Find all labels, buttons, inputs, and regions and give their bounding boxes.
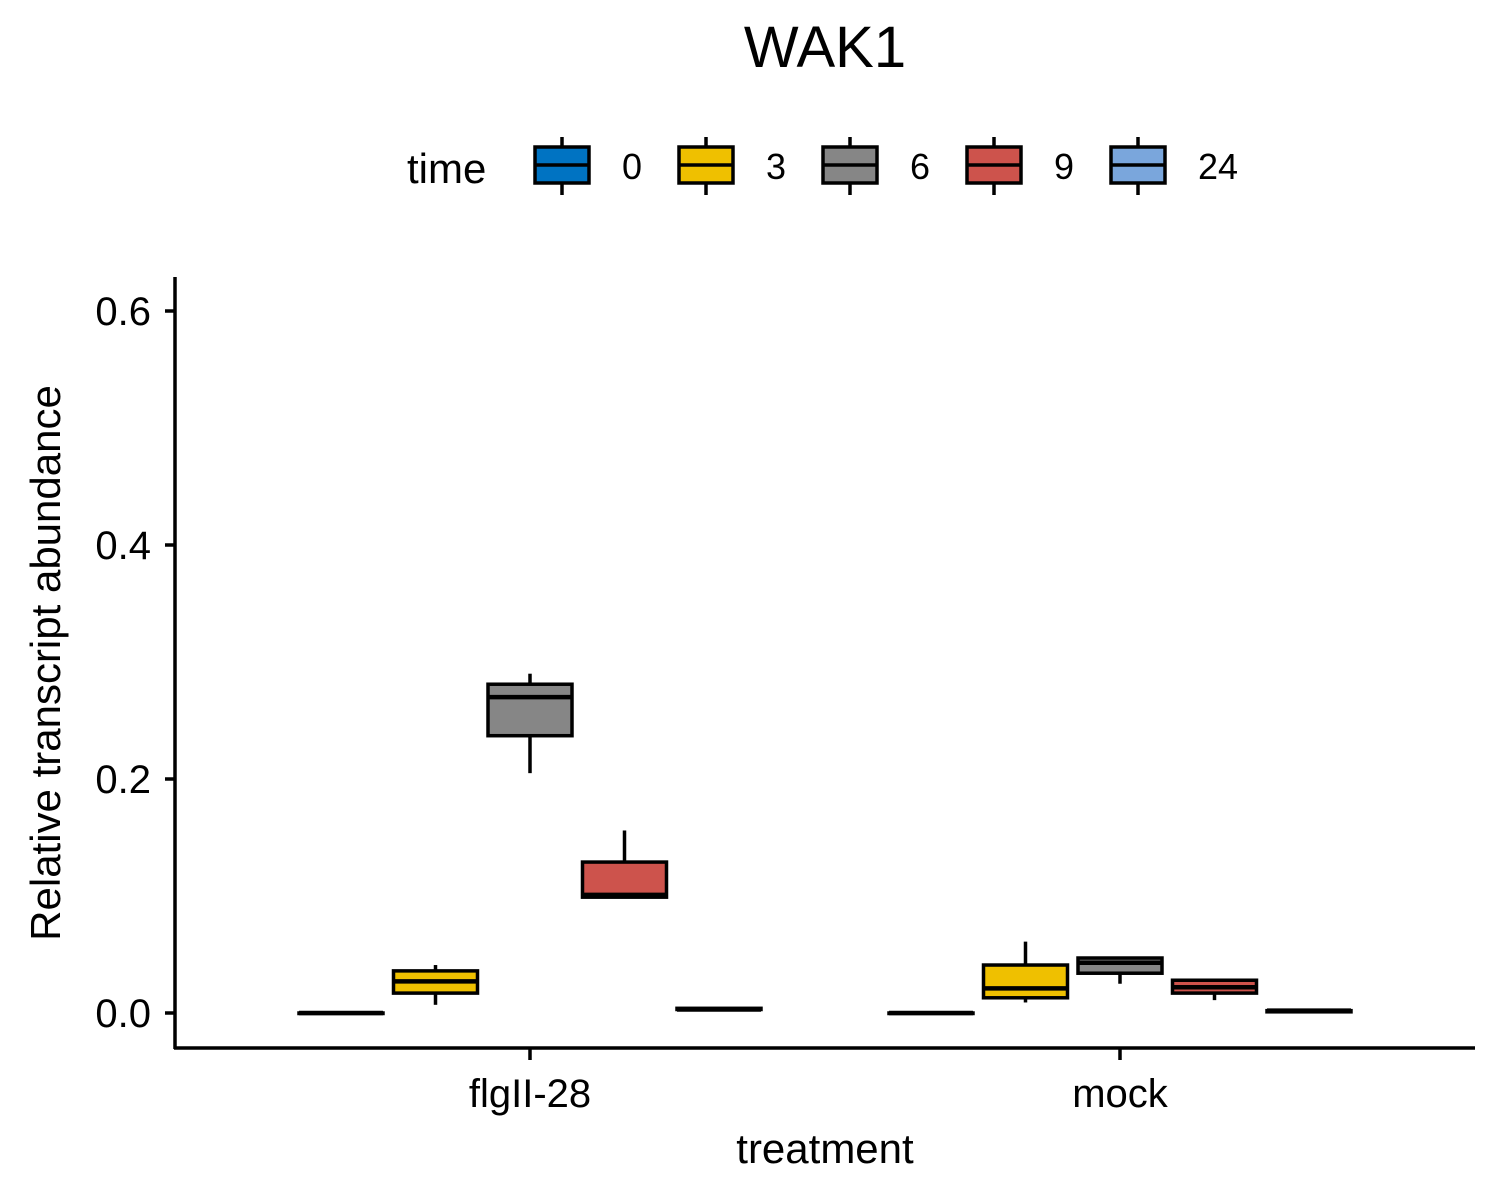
legend: time 0 3 6 9 24 [407, 137, 1238, 195]
box-0-flgII-28 [297, 1010, 385, 1016]
legend-label: 24 [1198, 146, 1238, 187]
y-tick-label: 0.0 [95, 992, 151, 1036]
legend-label: 3 [766, 146, 786, 187]
box-3-mock [981, 941, 1070, 1003]
y-axis-title: Relative transcript abundance [22, 385, 69, 941]
box-body [981, 963, 1070, 1000]
y-tick-label: 0.6 [95, 290, 151, 334]
y-ticks: 0.0 0.2 0.4 0.6 [95, 290, 175, 1036]
x-tick-label: flgII-28 [469, 1072, 591, 1116]
box-24-flgII-28 [675, 1006, 763, 1012]
legend-label: 0 [622, 146, 642, 187]
box-6-flgII-28 [486, 673, 574, 774]
box-0-mock [887, 1010, 975, 1016]
legend-label: 6 [910, 146, 930, 187]
box-24-mock [1265, 1008, 1353, 1014]
box-6-mock [1076, 956, 1164, 984]
legend-key-9 [965, 137, 1023, 195]
legend-key-24 [1109, 137, 1167, 195]
legend-title: time [407, 145, 486, 192]
legend-key-6 [821, 137, 879, 195]
x-ticks: flgII-28 mock [469, 1048, 1169, 1116]
x-axis-title: treatment [736, 1125, 914, 1172]
y-tick-label: 0.2 [95, 758, 151, 802]
box-body [1076, 956, 1164, 975]
box-9-flgII-28 [580, 830, 669, 899]
legend-key-3 [677, 137, 735, 195]
chart-title: WAK1 [744, 15, 906, 80]
y-tick-label: 0.4 [95, 524, 151, 568]
box-9-mock [1170, 978, 1259, 1001]
legend-label: 9 [1054, 146, 1074, 187]
plot-area [297, 673, 1353, 1016]
box-body [580, 860, 669, 899]
box-3-flgII-28 [391, 965, 480, 1005]
x-tick-label: mock [1072, 1072, 1169, 1116]
box-body [486, 682, 574, 738]
legend-key-0 [533, 137, 591, 195]
